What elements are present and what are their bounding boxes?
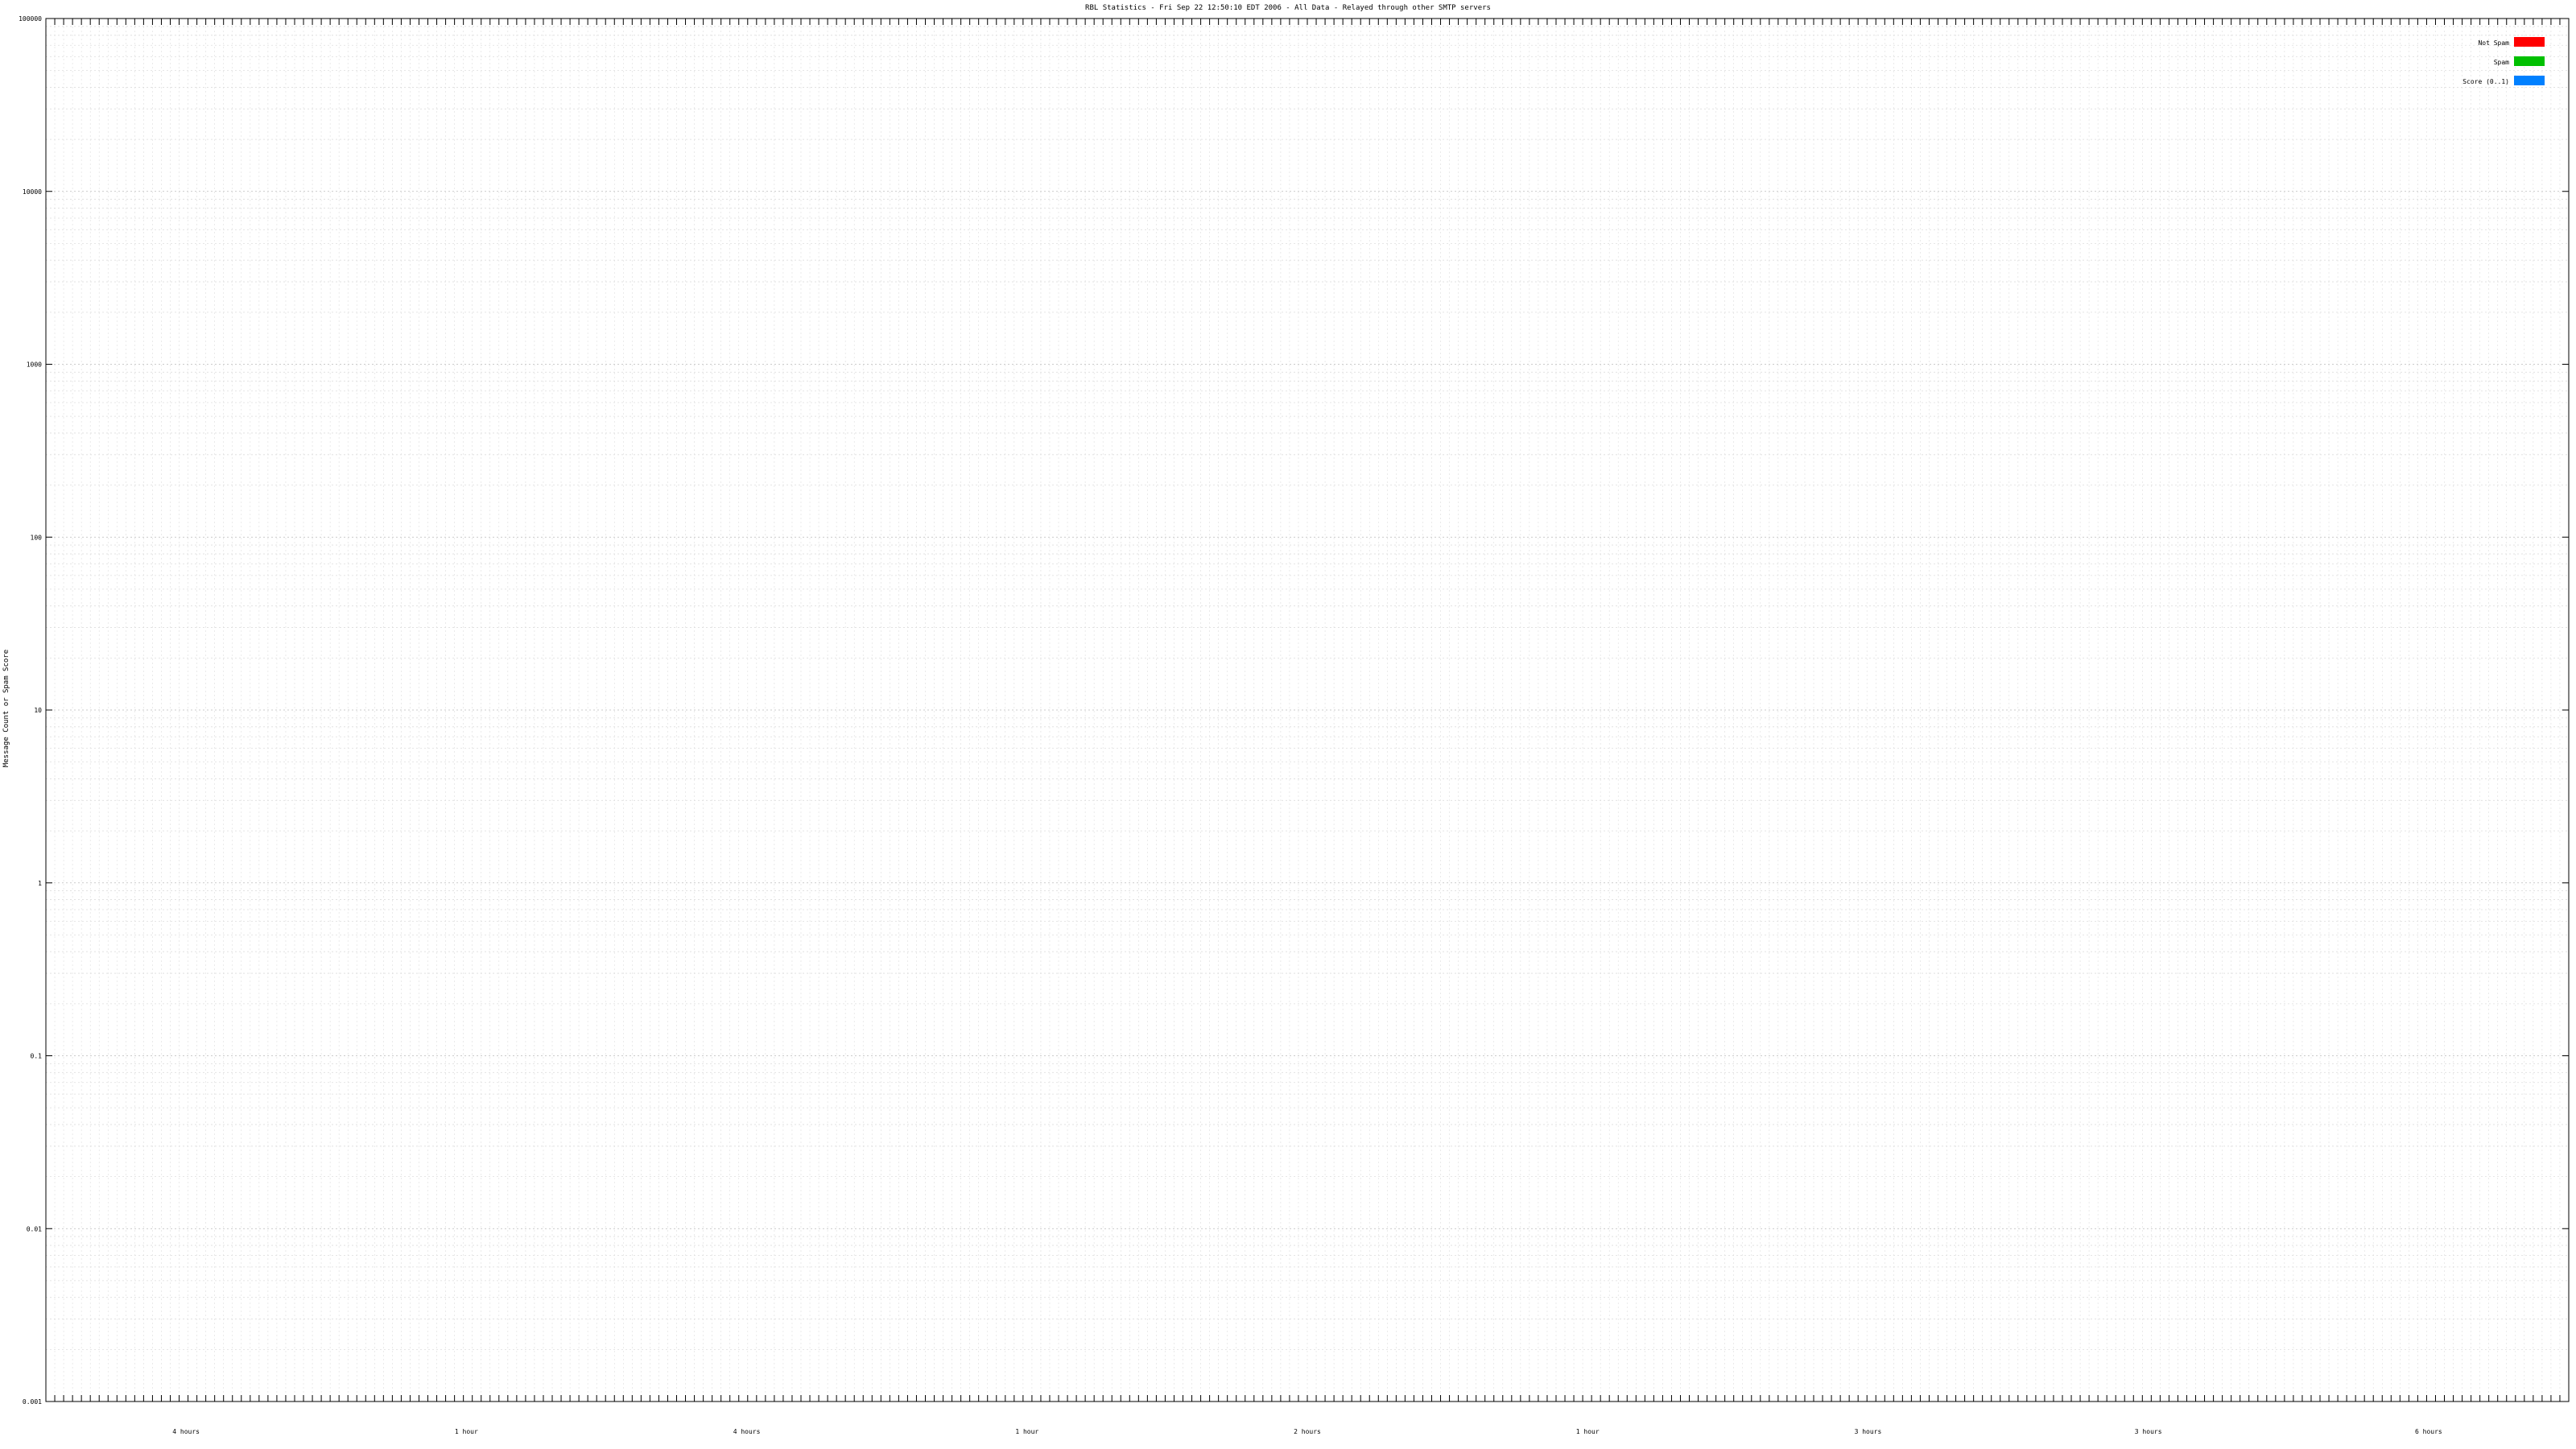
- x-group-label: 4 hours: [733, 1428, 761, 1435]
- axis-ticks: [45, 18, 2570, 1402]
- y-tick-label: 1: [38, 880, 42, 887]
- x-group-label: 1 hour: [1015, 1428, 1038, 1435]
- y-tick-label: 1000: [27, 361, 42, 369]
- x-group-label: 3 hours: [1855, 1428, 1882, 1435]
- y-tick-label: 10000: [23, 188, 42, 196]
- legend-swatch: [2514, 76, 2545, 85]
- legend-swatch: [2514, 37, 2545, 47]
- y-tick-label: 0.1: [31, 1053, 43, 1060]
- y-axis-label: Message Count or Spam Score: [2, 650, 10, 767]
- legend-label: Not Spam: [2478, 39, 2509, 47]
- x-group-label: 1 hour: [1576, 1428, 1600, 1435]
- x-group-label: 1 hour: [455, 1428, 478, 1435]
- y-tick-labels: 0.001 0.01 0.1 1 10 100 1000 10000 100000: [19, 15, 42, 1406]
- grid-lines: [45, 19, 2569, 1402]
- legend-label: Spam: [2494, 59, 2509, 66]
- chart-title: RBL Statistics - Fri Sep 22 12:50:10 EDT…: [1085, 4, 1491, 12]
- legend: Not Spam Spam Score (0..1): [2462, 37, 2545, 85]
- y-tick-label: 0.001: [23, 1398, 42, 1406]
- x-group-label: 3 hours: [2135, 1428, 2162, 1435]
- x-group-label: 6 hours: [2415, 1428, 2442, 1435]
- legend-label: Score (0..1): [2462, 78, 2509, 85]
- y-tick-label: 100: [31, 534, 43, 541]
- legend-swatch: [2514, 56, 2545, 66]
- y-tick-label: 100000: [19, 15, 42, 23]
- x-group-label: 2 hours: [1294, 1428, 1321, 1435]
- x-group-labels: 4 hours 1 hour 4 hours 1 hour 2 hours 1 hour 3…: [172, 1428, 2442, 1435]
- y-tick-label: 0.01: [27, 1225, 42, 1232]
- y-tick-label: 10: [34, 707, 42, 714]
- x-group-label: 4 hours: [172, 1428, 200, 1435]
